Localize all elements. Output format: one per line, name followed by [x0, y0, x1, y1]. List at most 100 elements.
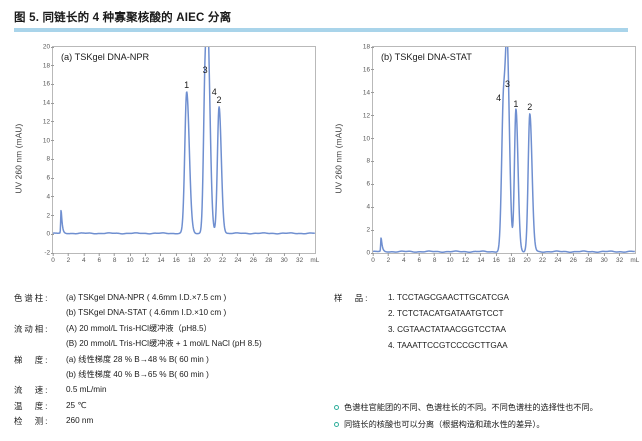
sample-row: 样 品:2. TCTCTACATGATAATGTCCT — [334, 308, 634, 320]
chart-a-trace — [53, 47, 315, 253]
parameter-row: 色谱柱: (a) TSKgel DNA-NPR ( 4.6mm I.D.×7.5 … — [14, 292, 319, 304]
chart-b-x-tick: 26 — [570, 253, 577, 264]
chart-a-x-tick: 12 — [142, 253, 149, 264]
parameter-value: (a) 线性梯度 28 % B→48 % B( 60 min ) — [66, 354, 209, 364]
chart-b-x-tick: 12 — [462, 253, 469, 264]
chart-b-peak-label-1: 1 — [513, 98, 519, 109]
chart-a-y-tick: 6 — [46, 175, 54, 182]
sample-row: 样 品: 1. TCCTAGCGAACTTGCATCGA — [334, 292, 634, 304]
chart-a-y-tick: 0 — [46, 231, 54, 238]
chart-a-x-tick: 8 — [113, 253, 116, 264]
parameter-value: 260 nm — [66, 416, 94, 426]
chart-b-y-tick: 6 — [366, 181, 374, 188]
chart-a-x-tick: 16 — [173, 253, 180, 264]
chart-b-x-tick: 28 — [585, 253, 592, 264]
parameter-row: 流 速: 0.5 mL/min — [14, 384, 319, 396]
chart-a-y-tick: 18 — [43, 62, 54, 69]
chart-b-y-axis-label: UV 260 nm (mAU) — [334, 123, 344, 193]
chart-a-x-tick: 4 — [82, 253, 86, 264]
chart-panel-a: UV 260 nm (mAU) (a) TSKgel DNA-NPR -2 0 2 4… — [14, 42, 320, 274]
chart-b-x-tick: 18 — [508, 253, 515, 264]
chart-b-y-tick: 16 — [363, 66, 374, 73]
chart-a-x-tick: 24 — [234, 253, 241, 264]
chart-a-x-tick: 26 — [250, 253, 257, 264]
chart-b-x-tick: 32 — [616, 253, 623, 264]
parameter-value: (A) 20 mmol/L Tris-HCl缓冲液（pH8.5） — [66, 323, 212, 333]
chart-b-y-tick: 14 — [363, 89, 374, 96]
parameter-row: 流动相:(B) 20 mmol/L Tris-HCl缓冲液 + 1 mol/L … — [14, 338, 319, 350]
chart-b-x-tick: 14 — [477, 253, 484, 264]
parameter-row: 检 测: 260 nm — [14, 415, 319, 427]
parameter-value: 0.5 mL/min — [66, 385, 107, 395]
chart-a-peak-label-4: 4 — [211, 86, 217, 97]
sample-sequence: 2. TCTCTACATGATAATGTCCT — [388, 309, 504, 318]
bullet-icon — [334, 405, 339, 410]
chart-b-peak-label-4: 4 — [496, 93, 502, 104]
chart-a-y-tick: 2 — [46, 212, 54, 219]
chart-b-x-tick: 8 — [433, 253, 436, 264]
chart-a-y-tick: 4 — [46, 193, 54, 200]
parameter-key: 流 速: — [14, 385, 50, 396]
chart-b-peak-label-2: 2 — [527, 102, 533, 113]
chart-b-y-tick: 10 — [363, 135, 374, 142]
chart-a-y-tick: 10 — [43, 137, 54, 144]
sample-sequence: 1. TCCTAGCGAACTTGCATCGA — [388, 293, 509, 302]
chart-a-y-axis-label: UV 260 nm (mAU) — [14, 123, 24, 193]
chart-a-peak-label-1: 1 — [184, 79, 190, 90]
chart-b-x-tick: 2 — [387, 253, 390, 264]
parameter-value: (b) 线性梯度 40 % B→65 % B( 60 min ) — [66, 369, 209, 379]
chart-a-y-tick: 20 — [43, 44, 54, 51]
sample-row: 样 品:4. TAAATTCCGTCCCGCTTGAA — [334, 340, 634, 352]
parameter-value: 25 ℃ — [66, 400, 87, 410]
chart-a-x-tick: 20 — [204, 253, 211, 264]
title-rule — [14, 28, 628, 32]
chart-a-y-tick: -2 — [44, 250, 54, 257]
chart-b-x-tick: 30 — [601, 253, 608, 264]
chart-b-plot-area: (b) TSKgel DNA-STAT 0 2 4 6 8 10 12 14 16 18 0 2 4 6 8… — [363, 44, 639, 265]
sample-row: 样 品:3. CGTAACTATAACGGTCCTAA — [334, 324, 634, 336]
chart-a-y-tick: 8 — [46, 156, 54, 163]
chart-b-y-tick: 2 — [366, 227, 374, 234]
parameter-value: (b) TSKgel DNA-STAT ( 4.6mm I.D.×10 cm ) — [66, 308, 227, 318]
parameter-key: 温 度: — [14, 400, 50, 411]
parameter-key: 检 测: — [14, 416, 50, 427]
chart-b-x-tick: 20 — [524, 253, 531, 264]
chart-a-peak-label-3: 3 — [202, 64, 208, 75]
chart-a-x-tick: 28 — [265, 253, 272, 264]
note-text: 同链长的核酸也可以分离（根据构造和疏水性的差异）。 — [344, 420, 545, 429]
chart-a-x-tick: 10 — [126, 253, 134, 264]
chart-a-plot-area: (a) TSKgel DNA-NPR -2 0 2 4 6 8 10 12 14 16 18 20 0 2… — [43, 44, 319, 265]
sample-sequence: 4. TAAATTCCGTCCCGCTTGAA — [388, 341, 508, 350]
chart-b-y-tick: 8 — [366, 158, 374, 165]
chart-a-x-tick: 22 — [219, 253, 226, 264]
parameter-row: 梯 度:(b) 线性梯度 40 % B→65 % B( 60 min ) — [14, 369, 319, 381]
chart-b-x-tick: 10 — [446, 253, 454, 264]
chart-b-x-tick: 24 — [554, 253, 561, 264]
chart-a-x-tick: 6 — [97, 253, 101, 264]
chart-a-x-tick: 0 — [51, 253, 55, 264]
chart-b-x-tick: 22 — [539, 253, 546, 264]
note-text: 色谱柱官能团的不同、色谱柱长的不同。不同色谱柱的选择性也不同。 — [344, 403, 598, 412]
parameter-key: 流动相: — [14, 323, 50, 334]
chart-a-x-axis-unit: mL — [310, 257, 320, 264]
parameter-row: 流动相: (A) 20 mmol/L Tris-HCl缓冲液（pH8.5） — [14, 323, 319, 335]
chart-a-peak-label-2: 2 — [216, 94, 222, 105]
chart-a-y-tick: 16 — [43, 81, 54, 88]
chart-a-y-tick: 12 — [43, 118, 54, 125]
chart-a-x-tick: 30 — [281, 253, 288, 264]
chart-a-x-tick: 18 — [188, 253, 195, 264]
chart-b-x-tick: 0 — [371, 253, 375, 264]
parameter-row: 温 度: 25 ℃ — [14, 400, 319, 412]
page-title: 图 5. 同链长的 4 种寡聚核酸的 AIEC 分离 — [14, 12, 232, 24]
chart-b-x-tick: 16 — [493, 253, 500, 264]
note-item: 色谱柱官能团的不同、色谱柱长的不同。不同色谱柱的选择性也不同。 — [334, 402, 636, 414]
sample-list: 样 品: 1. TCCTAGCGAACTTGCATCGA 样 品:2. TCTCTA… — [334, 292, 634, 356]
parameter-value: (B) 20 mmol/L Tris-HCl缓冲液 + 1 mol/L NaCl… — [66, 339, 262, 349]
chart-b-title: (b) TSKgel DNA-STAT — [381, 52, 472, 62]
sample-key: 样 品: — [334, 293, 370, 303]
chart-b-x-axis-unit: mL — [630, 257, 640, 264]
parameter-key: 色谱柱: — [14, 293, 50, 303]
parameter-key: 梯 度: — [14, 354, 50, 365]
